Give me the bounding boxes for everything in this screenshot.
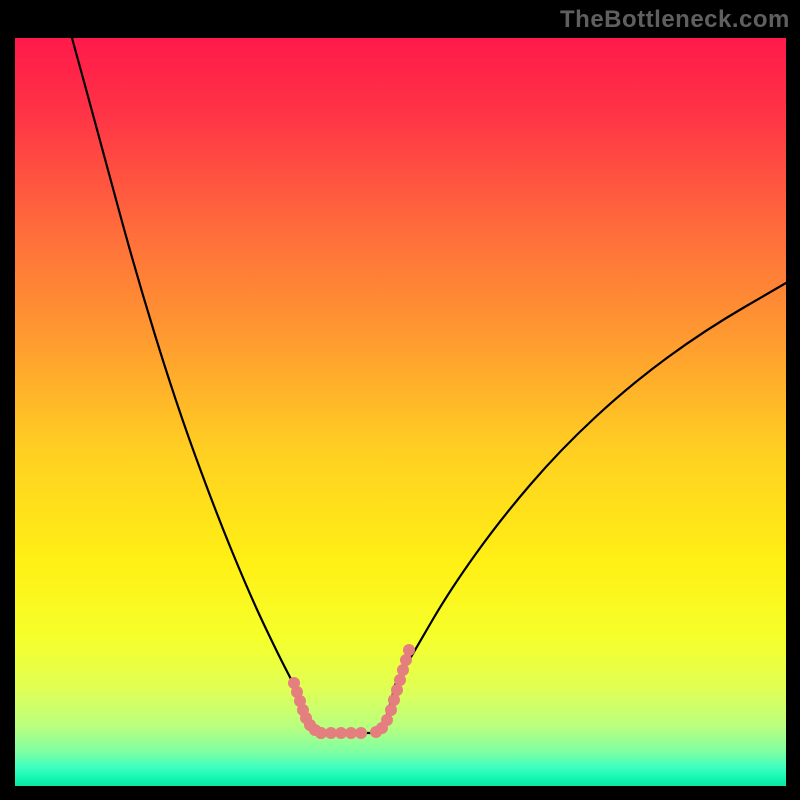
bottleneck-chart — [0, 0, 800, 800]
curve-marker — [355, 727, 367, 739]
watermark-text: TheBottleneck.com — [560, 6, 790, 34]
curve-marker — [403, 644, 415, 656]
